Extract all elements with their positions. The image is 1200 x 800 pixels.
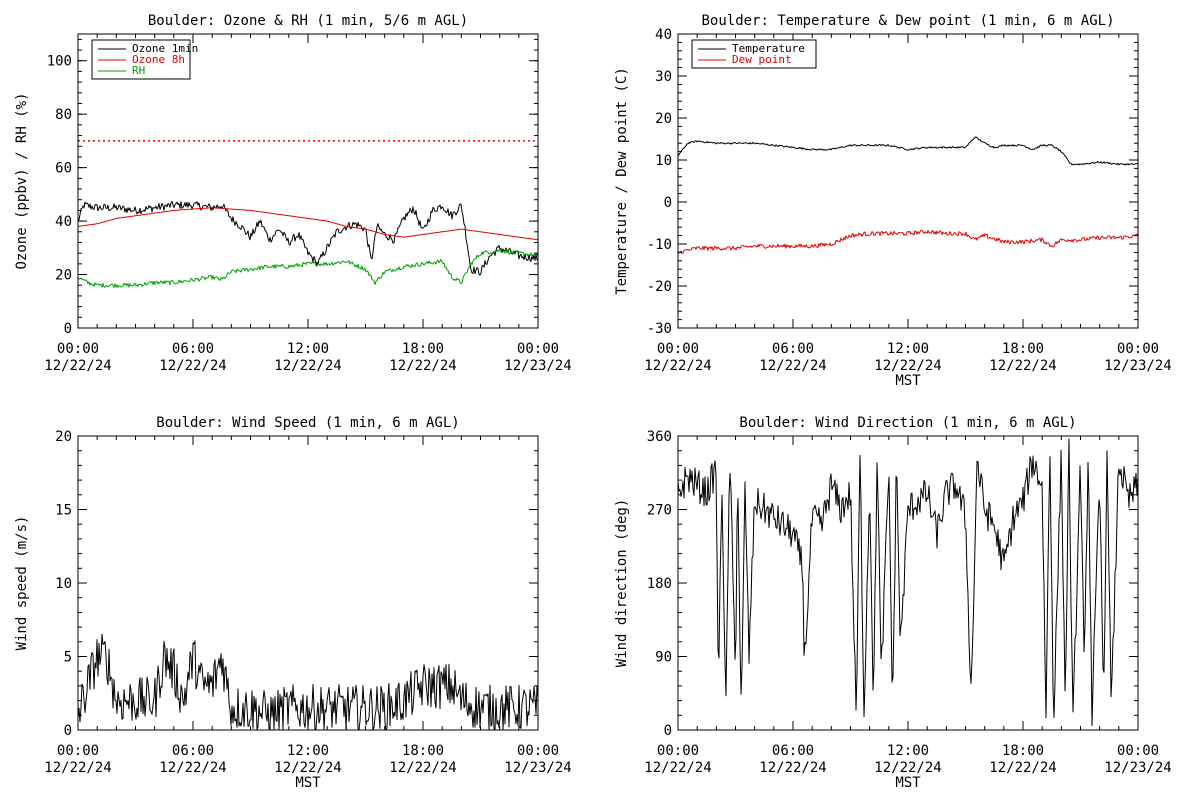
x-tick-time-label: 12:00 [887,743,929,759]
y-axis-label: Wind direction (deg) [614,499,630,668]
y-tick-label: 0 [664,195,672,211]
series-line-main [78,633,538,730]
legend-entry: Ozone 8h [132,53,185,66]
series-line-ozone-8h [78,207,538,241]
x-tick-time-label: 06:00 [772,743,814,759]
x-tick-time-label: 00:00 [657,743,699,759]
x-tick-time-label: 00:00 [1117,743,1159,759]
y-tick-label: 15 [55,503,72,519]
legend-entry: RH [132,64,145,77]
y-tick-label: 60 [55,161,72,177]
y-tick-label: 0 [664,723,672,739]
y-tick-label: -10 [647,237,672,253]
series-line-rh [78,249,538,288]
panel-wind-speed: Boulder: Wind Speed (1 min, 6 m AGL) Wind… [14,415,572,791]
y-tick-label: 100 [47,54,72,70]
x-tick-date-label: 12/22/24 [274,358,341,374]
x-tick-time-label: 12:00 [887,341,929,357]
y-tick-label: 40 [55,214,72,230]
y-axis-label: Wind speed (m/s) [14,516,30,651]
x-tick-time-label: 00:00 [57,743,99,759]
y-tick-label: 0 [64,321,72,337]
y-tick-label: 360 [647,429,672,445]
y-tick-label: 180 [647,576,672,592]
x-tick-time-label: 00:00 [1117,341,1159,357]
x-tick-time-label: 00:00 [517,341,559,357]
y-tick-label: 90 [655,650,672,666]
x-tick-time-label: 00:00 [57,341,99,357]
panel-ozone-rh: Boulder: Ozone & RH (1 min, 5/6 m AGL) Oz… [14,13,572,374]
y-tick-label: 20 [55,429,72,445]
x-tick-time-label: 18:00 [402,341,444,357]
legend-box [691,39,817,69]
series-line-dew-point [678,229,1138,255]
y-tick-label: 270 [647,503,672,519]
x-tick-time-label: 06:00 [172,743,214,759]
panel-wind-direction: Boulder: Wind Direction (1 min, 6 m AGL)… [614,415,1172,791]
x-tick-time-label: 12:00 [287,743,329,759]
y-tick-label: 10 [55,576,72,592]
y-tick-label: 20 [55,268,72,284]
x-tick-date-label: 12/22/24 [644,358,711,374]
chart-title: Boulder: Ozone & RH (1 min, 5/6 m AGL) [148,13,468,29]
y-axis-label: Temperature / Dew point (C) [614,67,630,295]
x-tick-date-label: 12/23/24 [504,358,571,374]
x-tick-time-label: 00:00 [517,743,559,759]
x-axis-label: MST [895,373,921,389]
x-tick-date-label: 12/22/24 [274,760,341,776]
y-tick-label: 10 [655,153,672,169]
x-tick-date-label: 12/22/24 [389,358,456,374]
chart-title: Boulder: Wind Direction (1 min, 6 m AGL) [739,415,1076,431]
x-tick-time-label: 18:00 [1002,743,1044,759]
x-tick-time-label: 06:00 [772,341,814,357]
x-tick-time-label: 18:00 [1002,341,1044,357]
y-tick-label: 40 [655,27,672,43]
x-tick-date-label: 12/23/24 [1104,760,1171,776]
x-axis-label: MST [295,775,321,791]
chart-title: Boulder: Wind Speed (1 min, 6 m AGL) [156,415,459,431]
x-tick-date-label: 12/22/24 [874,358,941,374]
x-tick-time-label: 12:00 [287,341,329,357]
x-tick-date-label: 12/23/24 [1104,358,1171,374]
x-tick-date-label: 12/22/24 [159,760,226,776]
y-tick-label: -30 [647,321,672,337]
series-line-ozone-1min [78,200,538,276]
y-tick-label: 80 [55,107,72,123]
x-tick-date-label: 12/23/24 [504,760,571,776]
x-tick-date-label: 12/22/24 [759,358,826,374]
legend-entry: Dew point [732,53,792,66]
x-tick-date-label: 12/22/24 [644,760,711,776]
series-line-temperature [678,136,1138,166]
y-tick-label: 20 [655,111,672,127]
y-tick-label: 5 [64,650,72,666]
x-tick-time-label: 00:00 [657,341,699,357]
x-tick-date-label: 12/22/24 [989,358,1056,374]
x-tick-time-label: 18:00 [402,743,444,759]
y-tick-label: 30 [655,69,672,85]
legend-entry: Ozone 1min [132,42,198,55]
x-tick-date-label: 12/22/24 [44,760,111,776]
y-tick-label: -20 [647,279,672,295]
x-tick-date-label: 12/22/24 [159,358,226,374]
y-axis-label: Ozone (ppbv) / RH (%) [14,92,30,269]
plot-frame [677,33,1139,329]
x-tick-date-label: 12/22/24 [759,760,826,776]
x-tick-date-label: 12/22/24 [874,760,941,776]
x-axis-label: MST [895,775,921,791]
x-tick-date-label: 12/22/24 [989,760,1056,776]
y-tick-label: 0 [64,723,72,739]
series-line-main [678,438,1138,727]
panel-temperature-dewpoint: Boulder: Temperature & Dew point (1 min,… [614,13,1172,389]
chart-title: Boulder: Temperature & Dew point (1 min,… [701,13,1114,29]
legend-entry: Temperature [732,42,805,55]
x-tick-date-label: 12/22/24 [44,358,111,374]
x-tick-date-label: 12/22/24 [389,760,456,776]
x-tick-time-label: 06:00 [172,341,214,357]
